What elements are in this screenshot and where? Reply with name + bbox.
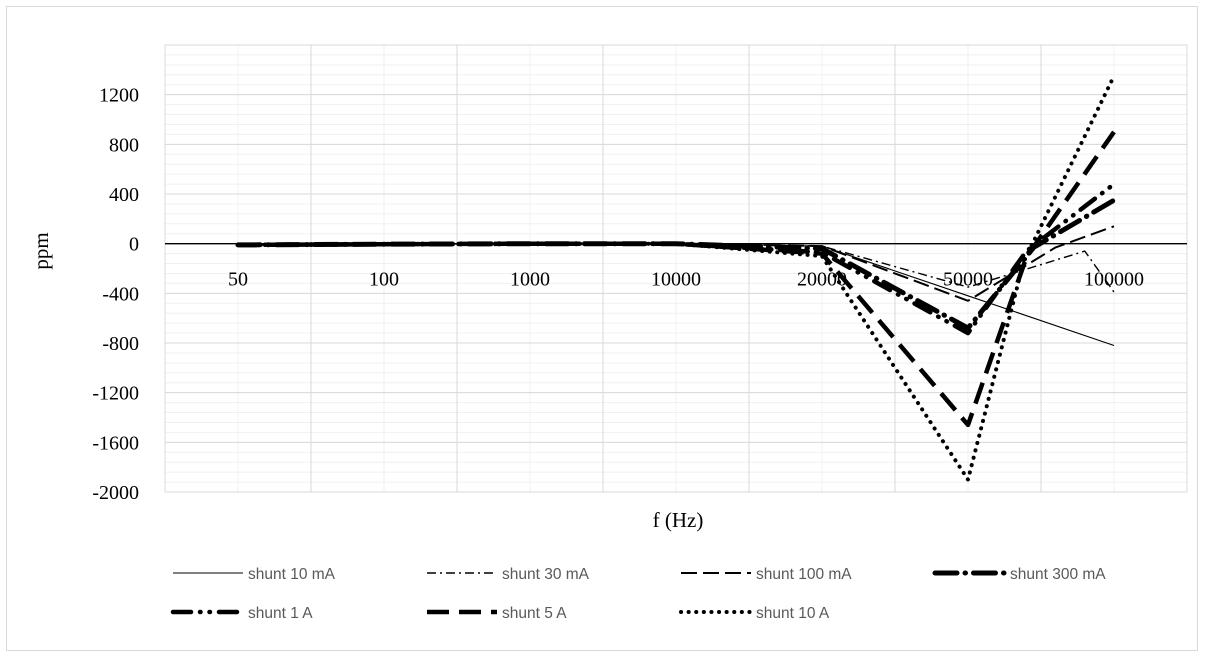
y-axis-ticks: -2000 -1600 -1200 -800 -400 0 400 800 1200 <box>92 85 139 504</box>
x-tick-label: 100 <box>369 269 399 291</box>
x-tick-label: 50 <box>228 269 248 291</box>
y-tick-label: -800 <box>102 333 139 355</box>
y-tick-label: -2000 <box>92 482 139 504</box>
series-line <box>236 74 1116 482</box>
legend-label: shunt 1 A <box>248 605 313 622</box>
x-tick-label: 10000 <box>651 269 701 291</box>
series-line <box>237 243 1115 293</box>
series-lines <box>235 74 1117 482</box>
legend-label: shunt 5 A <box>502 605 567 622</box>
legend: shunt 10 mA shunt 30 mA shunt 100 mA shunt … <box>170 566 1106 622</box>
legend-label: shunt 300 mA <box>1010 566 1106 583</box>
line-chart: -2000 -1600 -1200 -800 -400 0 400 800 1200 50 100… <box>29 44 1188 622</box>
y-tick-label: 400 <box>109 184 139 206</box>
y-tick-label: -1200 <box>92 383 139 405</box>
y-axis-title: ppm <box>29 232 53 269</box>
x-tick-label: 50000 <box>943 269 993 291</box>
series-line <box>237 130 1116 428</box>
legend-label: shunt 10 A <box>756 605 830 622</box>
series-line <box>235 181 1117 336</box>
legend-label: shunt 10 mA <box>248 566 336 583</box>
x-tick-label: 1000 <box>510 269 550 291</box>
x-tick-label: 100000 <box>1084 269 1144 291</box>
y-tick-label: 0 <box>129 234 139 256</box>
y-tick-label: -1600 <box>92 432 139 454</box>
x-axis-title: f (Hz) <box>653 508 704 532</box>
y-tick-label: 1200 <box>99 85 139 107</box>
legend-label: shunt 30 mA <box>502 566 590 583</box>
major-gridlines <box>164 44 1188 493</box>
chart-frame: -2000 -1600 -1200 -800 -400 0 400 800 1200 50 100… <box>6 6 1198 651</box>
legend-label: shunt 100 mA <box>756 566 852 583</box>
y-tick-label: 800 <box>109 134 139 156</box>
y-tick-label: -400 <box>102 283 139 305</box>
